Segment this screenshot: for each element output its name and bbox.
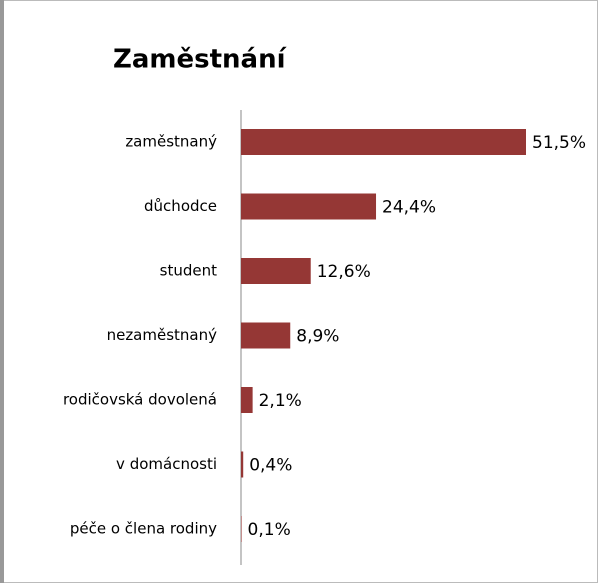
bar [241, 322, 291, 349]
frame-edge [0, 0, 4, 583]
data-label: 0,4% [249, 456, 292, 476]
y-tick-label: zaměstnaný [125, 133, 217, 151]
y-tick-label: student [160, 262, 217, 280]
data-label: 2,1% [259, 391, 302, 411]
chart-title: Zaměstnání [113, 45, 288, 75]
bar [241, 129, 526, 155]
data-label: 24,4% [382, 198, 436, 218]
y-tick-label: nezaměstnaný [107, 326, 218, 344]
data-label: 8,9% [296, 327, 339, 347]
data-label: 0,1% [248, 520, 291, 540]
data-label: 12,6% [317, 262, 371, 282]
y-tick-label: v domácnosti [116, 455, 217, 473]
y-tick-label: péče o člena rodiny [70, 520, 217, 538]
bar [241, 387, 253, 413]
bar [241, 516, 242, 542]
bar [241, 258, 311, 284]
bar [241, 193, 377, 220]
data-label: 51,5% [532, 133, 586, 153]
y-tick-label: rodičovská dovolená [63, 391, 217, 409]
bar [241, 451, 244, 478]
y-tick-label: důchodce [144, 197, 217, 215]
